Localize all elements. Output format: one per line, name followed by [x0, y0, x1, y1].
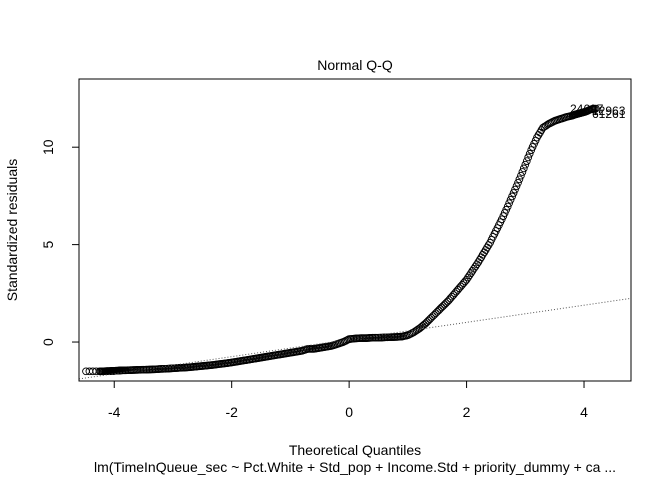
data-point [440, 300, 449, 309]
data-points [82, 104, 600, 376]
data-point [506, 195, 515, 204]
data-point [519, 164, 528, 173]
data-point [517, 171, 525, 180]
data-point [503, 202, 512, 211]
y-tick-label: 0 [40, 338, 56, 346]
data-point [524, 153, 533, 162]
data-point [426, 315, 434, 323]
data-point [421, 319, 430, 328]
data-point [591, 104, 600, 113]
data-point [433, 307, 442, 316]
x-axis-label: Theoretical Quantiles [289, 442, 421, 458]
data-point [439, 302, 447, 310]
outlier-label: 24697 [570, 102, 604, 116]
x-tick-label: -2 [225, 404, 238, 420]
y-axis-label: Standardized residuals [4, 159, 20, 301]
data-point [508, 192, 516, 201]
data-point [509, 189, 518, 197]
data-point [428, 312, 437, 321]
x-tick-label: 4 [580, 404, 588, 420]
x-axis: -4 -2 0 2 4 [108, 380, 588, 420]
data-point [461, 277, 469, 286]
data-point [343, 335, 352, 344]
data-point [514, 178, 522, 187]
outlier-label: 61261 [592, 107, 626, 121]
data-point [525, 149, 534, 158]
data-point [515, 175, 524, 184]
chart-title: Normal Q-Q [317, 57, 393, 73]
data-point [521, 160, 530, 169]
y-axis: 0 5 10 [40, 139, 79, 346]
data-point [518, 168, 527, 176]
x-tick-label: 0 [345, 404, 353, 420]
outlier-label: 12963 [592, 104, 626, 118]
x-tick-label: 2 [463, 404, 471, 420]
data-point [424, 316, 433, 325]
data-point [511, 185, 519, 194]
y-tick-label: 5 [40, 241, 56, 249]
data-point [512, 182, 521, 191]
data-point [505, 199, 513, 208]
data-point [522, 157, 531, 165]
x-tick-label: -4 [108, 404, 121, 420]
y-tick-label: 10 [40, 139, 56, 155]
model-formula-subtitle: lm(TimeInQueue_sec ~ Pct.White + Std_pop… [94, 459, 616, 475]
